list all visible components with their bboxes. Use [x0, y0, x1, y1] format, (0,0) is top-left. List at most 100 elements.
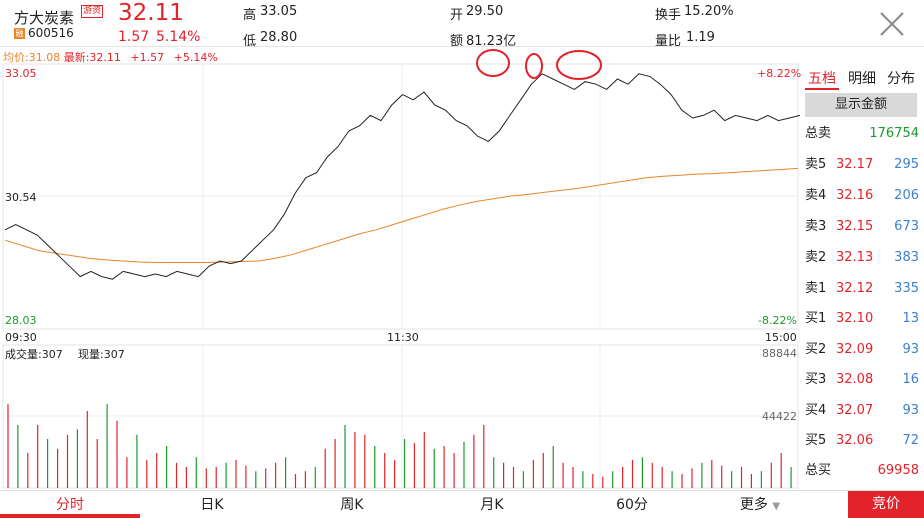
sell-level-price: 32.12	[836, 281, 874, 296]
buy-level-price: 32.07	[836, 402, 874, 418]
annotation-circle	[525, 53, 543, 79]
sell-level-price: 32.17	[836, 157, 874, 172]
turnover-label: 换手	[655, 8, 682, 23]
volume-mid-tick: 44422	[762, 410, 797, 423]
order-tabs: 五档 明细 分布	[800, 66, 922, 92]
chart-info-line: 均价:31.08 最新:32.11 +1.57 +5.14%	[3, 49, 218, 65]
sell-level-label: 卖4	[805, 188, 827, 203]
buy-level-price: 32.09	[836, 341, 874, 357]
nav-daily-k[interactable]: 日K	[200, 497, 224, 513]
open-label: 开	[450, 8, 464, 23]
sell-level-price: 32.15	[836, 219, 874, 234]
sell-level-label: 卖3	[805, 219, 827, 234]
nav-monthly-k[interactable]: 月K	[480, 497, 504, 513]
volume-ratio-label: 量比	[655, 34, 682, 49]
low-value: 28.80	[260, 30, 298, 45]
nav-intraday[interactable]: 分时	[56, 497, 84, 513]
sell-level-volume: 673	[894, 219, 919, 234]
buy-level-row[interactable]: 买5 32.06 72	[805, 429, 919, 453]
sell-level-label: 卖5	[805, 157, 827, 172]
total-buy-label: 总买	[805, 463, 832, 478]
total-buy-row: 总买 69958	[805, 459, 919, 483]
pct-axis-min: -8.22%	[758, 314, 797, 327]
tab-distribution[interactable]: 分布	[887, 71, 915, 87]
close-button[interactable]	[872, 4, 912, 44]
sell-level-volume: 383	[894, 250, 919, 265]
tab-underline	[805, 88, 839, 90]
time-mid: 11:30	[387, 331, 419, 344]
intraday-chart[interactable]	[0, 0, 800, 490]
avg-price-line	[4, 167, 799, 263]
price-line-path	[4, 73, 800, 280]
time-start: 09:30	[5, 331, 37, 344]
turnover-value: 15.20%	[684, 4, 734, 19]
quote-header: 方大炭素 游资 32.11 融 600516 1.57 5.14% 高 33.0…	[0, 0, 924, 49]
y-axis-max: 33.05	[5, 67, 37, 80]
close-icon	[880, 12, 904, 36]
amount-label: 额	[450, 34, 464, 49]
total-sell-row: 总卖 176754	[805, 122, 919, 146]
open-value: 29.50	[466, 4, 504, 19]
buy-level-row[interactable]: 买2 32.09 93	[805, 338, 919, 362]
y-axis-min: 28.03	[5, 314, 37, 327]
buy-level-label: 买5	[805, 433, 827, 448]
sell-level-price: 32.16	[836, 188, 874, 203]
nav-active-underline	[0, 514, 140, 518]
tab-five-level[interactable]: 五档	[808, 71, 836, 87]
show-amount-button[interactable]: 显示金额	[805, 93, 917, 117]
low-label: 低	[243, 34, 257, 49]
volume-current: 现量:307	[78, 348, 125, 361]
chevron-down-icon: ▼	[772, 501, 781, 512]
sell-level-row[interactable]: 卖1 32.12 335	[805, 277, 919, 301]
buy-level-volume: 72	[902, 433, 919, 448]
nav-weekly-k[interactable]: 周K	[340, 497, 364, 513]
total-sell-label: 总卖	[805, 126, 832, 141]
avg-price-info: 均价:31.08	[3, 51, 61, 64]
buy-level-volume: 93	[902, 341, 919, 357]
buy-level-row[interactable]: 买4 32.07 93	[805, 399, 919, 423]
nav-more-label: 更多	[739, 497, 768, 513]
sell-level-row[interactable]: 卖2 32.13 383	[805, 246, 919, 270]
buy-level-label: 买1	[805, 311, 827, 326]
volume-max-tick: 88844	[762, 347, 797, 360]
stock-name: 方大炭素	[14, 9, 75, 27]
volume-total: 成交量:307	[5, 348, 63, 361]
buy-level-label: 买3	[805, 372, 827, 387]
buy-level-row[interactable]: 买1 32.10 13	[805, 307, 919, 331]
pct-axis-max: +8.22%	[757, 67, 802, 80]
sell-level-row[interactable]: 卖4 32.16 206	[805, 184, 919, 208]
annotation-circle	[476, 49, 510, 77]
buy-level-row[interactable]: 买3 32.08 16	[805, 368, 919, 392]
buy-level-volume: 13	[902, 311, 919, 326]
sell-level-price: 32.13	[836, 250, 874, 265]
stock-tag-badge[interactable]: 游资	[81, 5, 104, 18]
buy-level-label: 买2	[805, 341, 827, 357]
bid-button[interactable]: 竞价	[848, 491, 924, 518]
buy-level-price: 32.06	[836, 433, 874, 448]
sell-level-label: 卖2	[805, 250, 827, 265]
total-sell-value: 176754	[869, 126, 919, 141]
buy-level-volume: 16	[902, 372, 919, 387]
nav-more[interactable]: 更多 ▼	[710, 491, 810, 518]
nav-60min[interactable]: 60分	[616, 497, 648, 513]
total-buy-value: 69958	[877, 463, 919, 478]
info-change: +1.57	[130, 51, 165, 64]
buy-level-price: 32.08	[836, 372, 874, 387]
tab-details[interactable]: 明细	[848, 71, 876, 87]
volume-bars	[7, 404, 792, 488]
sell-level-volume: 206	[894, 188, 919, 203]
sell-level-row[interactable]: 卖5 32.17 295	[805, 153, 919, 177]
price-line	[4, 73, 800, 280]
stock-code: 600516	[28, 26, 74, 40]
volume-ratio-value: 1.19	[686, 30, 715, 45]
info-change-pct: +5.14%	[173, 51, 218, 64]
sell-level-row[interactable]: 卖3 32.15 673	[805, 215, 919, 239]
y-axis-mid: 30.54	[5, 191, 37, 204]
current-price: 32.11	[118, 0, 184, 26]
avg-line-path	[4, 167, 799, 263]
price-change-pct: 5.14%	[156, 29, 201, 45]
sell-level-label: 卖1	[805, 281, 827, 296]
price-change: 1.57	[118, 29, 150, 45]
bottom-nav: 分时 日K 周K 月K 60分 更多 ▼	[0, 490, 924, 518]
sell-level-volume: 335	[894, 281, 919, 296]
